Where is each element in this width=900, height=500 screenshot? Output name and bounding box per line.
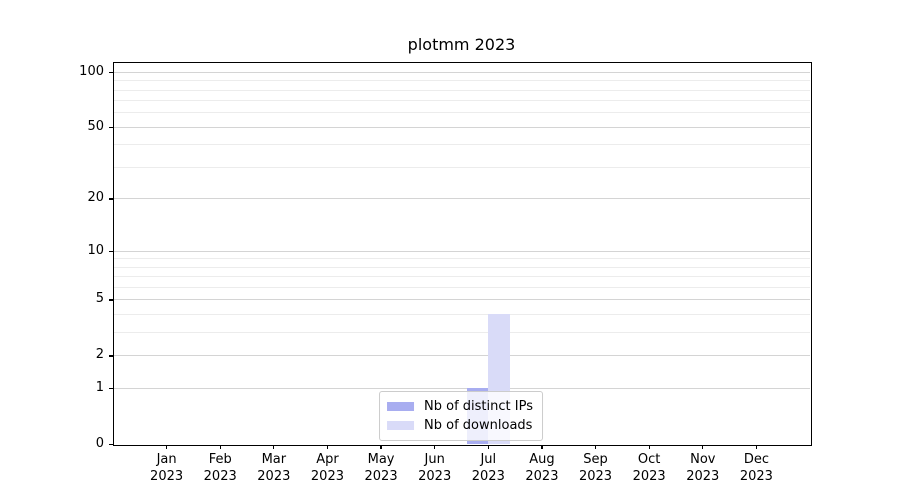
- minor-gridline: [113, 100, 810, 102]
- x-axis-tick: [219, 445, 221, 449]
- legend-label-distinct-ips: Nb of distinct IPs: [424, 399, 533, 414]
- major-gridline: [113, 299, 810, 301]
- minor-gridline: [113, 276, 810, 278]
- y-axis-tick: [109, 444, 113, 446]
- major-gridline: [113, 71, 810, 73]
- x-axis-tick: [326, 445, 329, 449]
- x-axis-tick: [273, 445, 275, 449]
- y-tick-label: 100: [79, 63, 104, 79]
- major-gridline: [113, 198, 810, 200]
- x-tick-label: May 2023: [364, 452, 398, 484]
- x-axis-tick: [434, 445, 436, 449]
- y-tick-label: 10: [87, 242, 104, 258]
- x-tick-label: Feb 2023: [203, 452, 237, 484]
- legend-item-downloads: Nb of downloads: [387, 416, 533, 435]
- y-axis-tick: [109, 355, 113, 357]
- x-axis-tick: [541, 445, 543, 449]
- x-axis-tick: [487, 445, 489, 449]
- y-tick-label: 2: [95, 347, 104, 363]
- x-axis-tick: [380, 445, 382, 449]
- minor-gridline: [113, 258, 810, 260]
- x-axis-tick: [755, 445, 757, 449]
- major-gridline: [113, 250, 810, 252]
- minor-gridline: [113, 287, 810, 289]
- y-axis-tick: [109, 250, 113, 252]
- y-axis-tick: [109, 126, 113, 129]
- legend-swatch-distinct-ips: [387, 402, 415, 411]
- y-axis-tick: [109, 71, 113, 73]
- minor-gridline: [113, 332, 810, 334]
- x-axis-tick: [166, 445, 168, 449]
- x-tick-label: Sep 2023: [578, 452, 613, 484]
- y-tick-label: 20: [87, 190, 104, 206]
- y-axis-tick: [109, 198, 113, 200]
- x-tick-label: Jul 2023: [471, 452, 505, 484]
- x-axis-tick: [594, 445, 597, 449]
- minor-gridline: [113, 266, 810, 268]
- y-axis-tick: [109, 299, 113, 301]
- legend-item-distinct-ips: Nb of distinct IPs: [387, 397, 533, 416]
- major-gridline: [113, 388, 810, 390]
- minor-gridline: [113, 80, 810, 82]
- x-axis-tick: [702, 445, 704, 449]
- major-gridline: [113, 355, 810, 357]
- x-tick-label: Jun 2023: [418, 452, 452, 484]
- x-tick-label: Mar 2023: [257, 452, 291, 484]
- y-tick-label: 50: [87, 118, 104, 134]
- chart-title: plotmm 2023: [407, 35, 516, 54]
- x-tick-label: Dec 2023: [739, 452, 773, 484]
- x-tick-label: Oct 2023: [632, 452, 666, 484]
- y-tick-label: 1: [95, 380, 104, 396]
- x-tick-label: Apr 2023: [310, 452, 344, 484]
- minor-gridline: [113, 89, 810, 91]
- y-tick-label: 0: [95, 436, 104, 451]
- minor-gridline: [113, 112, 810, 114]
- x-tick-label: Aug 2023: [525, 452, 559, 484]
- y-tick-label: 5: [95, 291, 104, 307]
- x-axis-tick: [648, 445, 650, 449]
- minor-gridline: [113, 167, 810, 169]
- legend: Nb of distinct IPs Nb of downloads: [379, 391, 543, 441]
- x-tick-label: Jan 2023: [150, 452, 184, 484]
- minor-gridline: [113, 314, 810, 316]
- x-tick-label: Nov 2023: [686, 452, 720, 484]
- legend-swatch-downloads: [387, 421, 415, 430]
- legend-label-downloads: Nb of downloads: [424, 418, 533, 433]
- y-axis-tick: [109, 388, 113, 390]
- major-gridline: [113, 126, 810, 128]
- minor-gridline: [113, 144, 810, 146]
